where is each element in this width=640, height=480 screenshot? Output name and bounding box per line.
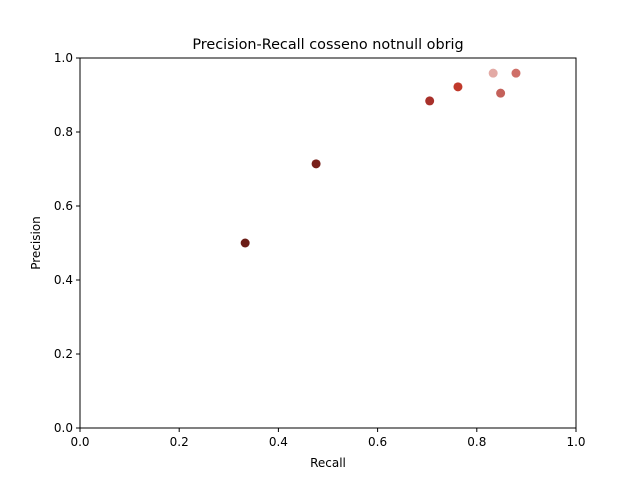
x-axis-label: Recall: [310, 456, 346, 470]
y-tick-label: 0.8: [54, 125, 73, 139]
x-tick-label: 0.4: [269, 435, 288, 449]
x-tick-label: 0.6: [368, 435, 387, 449]
y-tick-label: 0.2: [54, 347, 73, 361]
data-point: [453, 82, 463, 92]
x-tick-label: 1.0: [566, 435, 585, 449]
y-tick-label: 0.4: [54, 273, 73, 287]
data-points: [240, 68, 521, 248]
data-point: [240, 238, 250, 248]
x-tick-label: 0.2: [170, 435, 189, 449]
y-tick-label: 0.0: [54, 421, 73, 435]
data-point: [425, 96, 435, 106]
x-tick-label: 0.8: [467, 435, 486, 449]
x-tick-label: 0.0: [70, 435, 89, 449]
data-point: [311, 159, 321, 169]
y-tick-label: 1.0: [54, 51, 73, 65]
chart-title: Precision-Recall cosseno notnull obrig: [192, 37, 463, 53]
y-axis-label: Precision: [29, 216, 43, 270]
y-axis-ticks: 0.0 0.2 0.4 0.6 0.8 1.0: [54, 51, 80, 435]
data-point: [496, 88, 506, 98]
y-tick-label: 0.6: [54, 199, 73, 213]
x-axis-ticks: 0.0 0.2 0.4 0.6 0.8 1.0: [70, 428, 586, 449]
plot-frame: [79, 57, 577, 429]
data-point: [488, 68, 498, 78]
data-point: [511, 68, 521, 78]
